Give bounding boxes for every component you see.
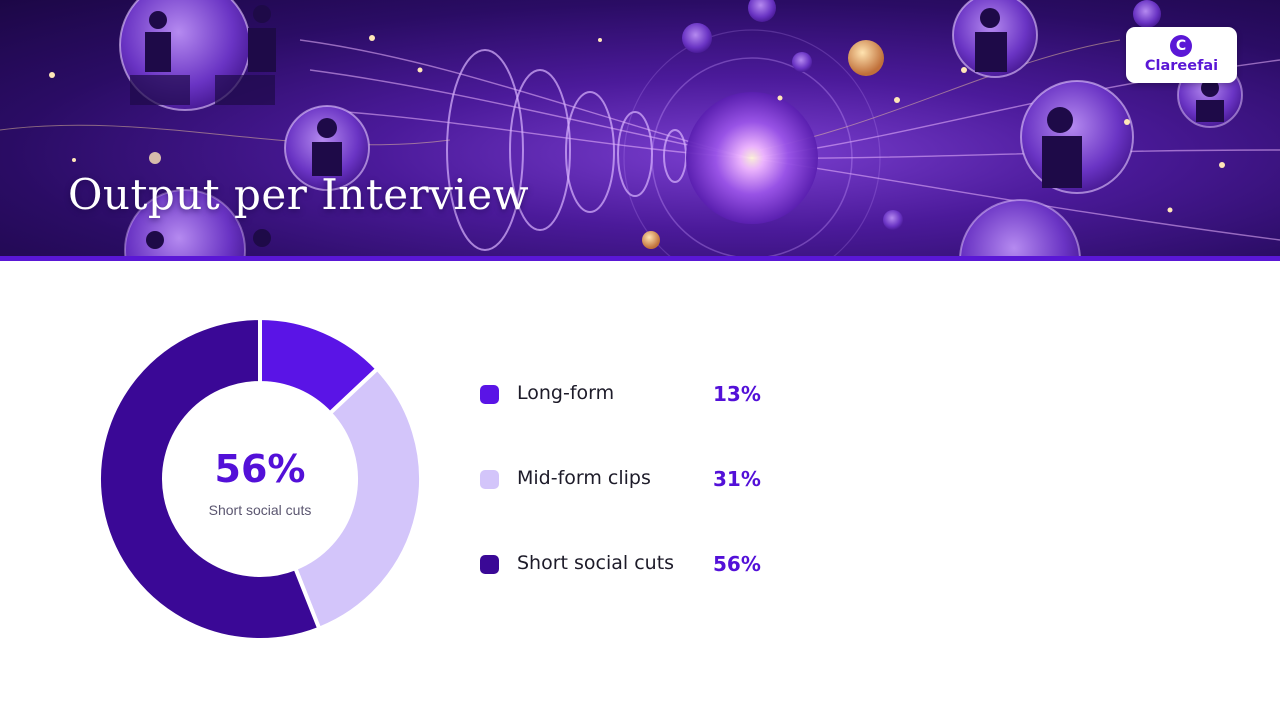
legend-percent: 13% [713,382,761,406]
legend-label: Short social cuts [517,552,675,574]
donut-slices [97,315,423,642]
legend-percent: 31% [713,467,761,491]
donut-center-label: Short social cuts [208,502,312,518]
legend-label: Long-form [517,382,615,404]
legend-item-long-form: Long-form 13% [480,380,810,410]
legend-swatch [480,470,499,489]
legend-swatch [480,555,499,574]
donut-slice-mid-form-clips [292,365,423,632]
donut-slice-short-social-cuts [97,315,322,642]
header-banner: Output per Interview C Clareefai [0,0,1280,256]
logo-icon: C [1170,35,1192,57]
donut-chart [97,315,423,642]
legend-percent: 56% [713,552,761,576]
donut-center-value: 56% [214,447,306,491]
legend-item-short-social-cuts: Short social cuts 56% [480,550,810,580]
page-title: Output per Interview [68,170,530,219]
banner-divider [0,256,1280,261]
legend-item-mid-form-clips: Mid-form clips 31% [480,465,810,495]
brand-logo: C Clareefai [1126,27,1237,83]
legend-swatch [480,385,499,404]
legend-label: Mid-form clips [517,467,651,489]
logo-text: Clareefai [1144,58,1219,74]
